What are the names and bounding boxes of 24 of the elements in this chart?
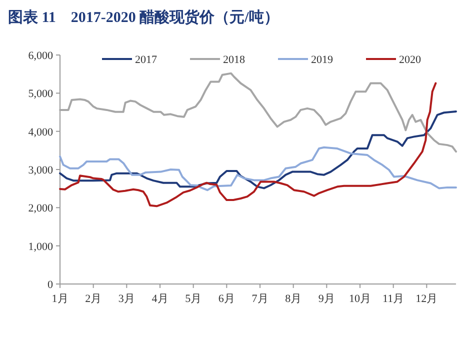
x-tick-label: 7月 [252,293,268,305]
x-tick-label: 4月 [152,293,168,305]
legend-label: 2019 [311,54,334,66]
y-tick-label: 6,000 [28,50,54,62]
legend-label: 2017 [135,54,158,66]
x-tick-label: 5月 [185,293,202,305]
x-tick-label: 3月 [118,293,135,305]
x-tick-label: 11月 [382,293,404,305]
y-tick-label: 1,000 [28,240,54,253]
x-tick-label: 9月 [318,293,335,305]
x-tick-label: 8月 [285,293,302,305]
y-tick-label: 0 [48,279,54,291]
x-tick-label: 6月 [218,293,235,305]
y-tick-label: 2,000 [28,202,54,215]
x-tick-label: 1月 [52,293,68,305]
x-tick-label: 10月 [349,293,371,305]
y-tick-label: 5,000 [28,88,54,100]
x-tick-label: 2月 [85,293,102,305]
legend-label: 2018 [223,54,246,66]
legend-label: 2020 [399,54,422,66]
y-tick-label: 3,000 [28,164,54,176]
x-tick-label: 12月 [416,293,438,305]
y-tick-label: 4,000 [28,126,54,138]
chart-title: 图表 11 2017-2020 醋酸现货价（元/吨） [8,9,279,26]
